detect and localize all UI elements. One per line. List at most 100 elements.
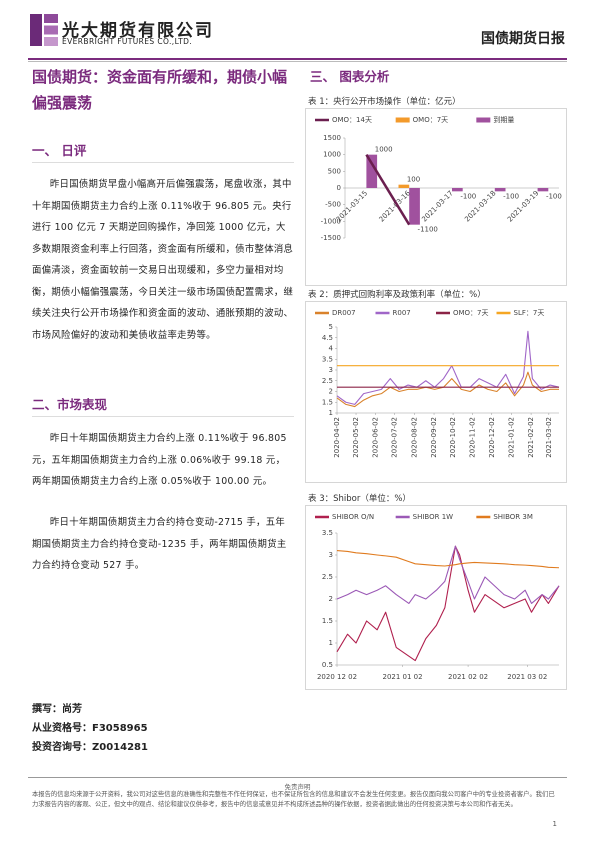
x-tick-label: 2020-12-02 [488, 417, 496, 458]
y-tick-label: -1000 [321, 217, 341, 225]
legend-label: OMO：7天 [453, 309, 489, 317]
x-tick-label: 2021-03-02 [545, 417, 553, 458]
series-line [365, 154, 411, 226]
x-tick-label: 2021-01-02 [507, 417, 515, 458]
chart-title: 表 2：质押式回购利率及政策利率（单位：%） [308, 290, 486, 300]
bar [409, 188, 420, 225]
company-name-en: EVERBRIGHT FUTURES CO.,LTD. [62, 37, 193, 46]
legend-label: SHIBOR 1W [413, 513, 454, 521]
disclaimer-heading: 免责声明 [284, 783, 311, 791]
data-label: -100 [503, 192, 519, 200]
data-label: 100 [407, 176, 420, 184]
x-tick-label: 2021-02-02 [527, 417, 535, 458]
chart-frame [305, 108, 567, 286]
chart: DR007 R007 OMO：7天 SLF：7天54.543.532.521.5120… [305, 301, 567, 483]
legend-label: R007 [393, 309, 411, 317]
y-tick-label: 4 [329, 345, 334, 353]
paragraph: 昨日国债期货早盘小幅高开后偏强震荡，尾盘收涨，其中十年期国债期货主力合约上涨 0… [32, 179, 294, 341]
legend-label: OMO：14天 [332, 116, 372, 124]
y-tick-label: -500 [325, 201, 341, 209]
bar [452, 188, 463, 192]
legend-label: SLF：7天 [514, 309, 545, 317]
chart-title: 表 1：央行公开市场操作（单位：亿元） [308, 97, 461, 107]
legend-label: OMO：7天 [413, 116, 449, 124]
section-heading: 三、 图表分析 [310, 69, 390, 84]
y-tick-label: 2 [329, 595, 333, 603]
series-line [336, 545, 560, 604]
y-tick-label: 1500 [323, 134, 341, 142]
bar [494, 188, 506, 192]
series-line [336, 371, 559, 408]
chart-frame [305, 505, 567, 690]
legend-swatch [476, 117, 491, 123]
y-tick-label: 1 [329, 409, 333, 417]
x-tick-label: 2020-07-02 [391, 417, 399, 458]
series-line [336, 545, 560, 662]
x-tick-label: 2021-03-16 [378, 189, 413, 224]
x-tick-label: 2020-08-02 [410, 417, 418, 458]
data-label: 1000 [375, 146, 393, 154]
bar [366, 154, 378, 188]
x-tick-label: 2021 02 02 [448, 673, 488, 681]
y-tick-label: 3 [329, 366, 333, 374]
y-tick-label: 1.5 [322, 617, 333, 625]
y-tick-label: 3.5 [322, 529, 333, 537]
y-tick-label: 2 [329, 388, 333, 396]
header-rule [28, 58, 567, 60]
y-tick-label: 5 [329, 323, 333, 331]
section-heading: 一、 日评 [32, 140, 294, 163]
y-tick-label: -1500 [321, 234, 341, 242]
legend-label: DR007 [332, 309, 356, 317]
y-tick-label: 2.5 [322, 573, 333, 581]
legend-label: SHIBOR O/N [332, 513, 374, 521]
logo [30, 14, 58, 46]
y-tick-label: 0.5 [322, 661, 333, 669]
author-license: 投资咨询号：Z0014281 [32, 742, 148, 753]
y-tick-label: 500 [328, 167, 341, 175]
x-tick-label: 2020-11-02 [469, 417, 477, 458]
paragraph: 昨日十年期国债期货主力合约上涨 0.11%收于 96.805 元，五年期国债期货… [32, 433, 287, 487]
y-tick-label: 0 [337, 184, 341, 192]
y-tick-label: 3 [329, 551, 333, 559]
series-line [336, 330, 560, 405]
section-heading: 二、市场表现 [32, 394, 294, 417]
x-tick-label: 2020 12 02 [317, 673, 357, 681]
page-number: 1 [552, 820, 557, 828]
legend-label: 到期量 [493, 116, 514, 124]
y-tick-label: 1 [329, 639, 333, 647]
chart-title: 表 3：Shibor（单位：%） [308, 494, 411, 504]
x-tick-label: 2020-09-02 [430, 417, 438, 458]
chart-frame [305, 301, 567, 483]
legend-label: SHIBOR 3M [493, 513, 533, 521]
article-title: 国债期货：资金面有所缓和，期债小幅偏强震荡 [32, 68, 288, 112]
y-tick-label: 3.5 [322, 355, 333, 363]
x-tick-label: 2020-05-02 [352, 417, 360, 458]
author: 撰写：尚芳 [32, 704, 82, 715]
x-tick-label: 2020-06-02 [372, 417, 380, 458]
x-tick-label: 2020-04-02 [333, 417, 341, 458]
company-name: 光大期货有限公司 [62, 21, 214, 41]
data-label: -100 [460, 192, 476, 200]
legend-swatch [395, 117, 410, 123]
bar [398, 184, 410, 188]
x-tick-label: 2021-03-17 [420, 189, 454, 223]
y-tick-label: 1.5 [322, 398, 333, 406]
chart: SHIBOR O/N SHIBOR 1W SHIBOR 3M 3.5 3 2.5 2 1.5 1… [305, 505, 567, 690]
disclaimer: 本报告的信息均来源于公开资料，我公司对这些信息的准确性和完整性不作任何保证，也不… [32, 791, 555, 808]
data-label: -1100 [418, 226, 438, 234]
bar [537, 188, 549, 192]
chart: OMO：14天 OMO：7天 到期量 1500 1000 500 0 -500 -1000 -15… [305, 108, 567, 286]
y-tick-label: 4.5 [322, 334, 333, 342]
footer-rule [28, 777, 567, 778]
data-label: -100 [546, 192, 562, 200]
report-name: 国债期货日报 [481, 31, 565, 47]
x-tick-label: 2020-10-02 [449, 417, 457, 458]
header-rule [28, 61, 567, 62]
y-tick-label: 2.5 [322, 377, 333, 385]
x-tick-label: 2021 03 02 [507, 673, 547, 681]
author-license: 从业资格号：F3058965 [32, 723, 148, 734]
y-tick-label: 1000 [323, 151, 341, 159]
x-tick-label: 2021 01 02 [382, 673, 422, 681]
series-line [336, 550, 560, 569]
